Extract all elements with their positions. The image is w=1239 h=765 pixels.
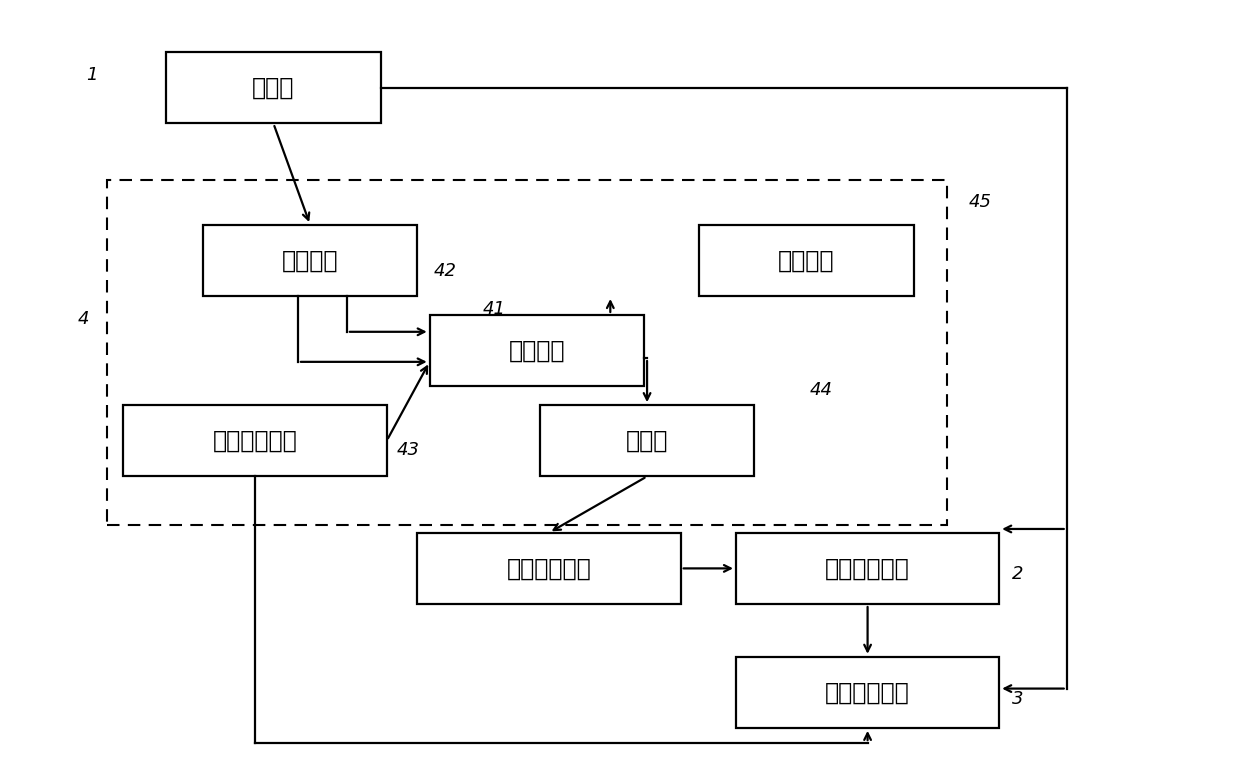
Text: 3: 3 bbox=[1011, 691, 1023, 708]
Text: 44: 44 bbox=[809, 381, 833, 399]
Text: 42: 42 bbox=[434, 262, 456, 280]
Bar bbox=[124, 405, 387, 477]
Text: 4: 4 bbox=[78, 310, 89, 327]
Text: 微控制器: 微控制器 bbox=[508, 339, 565, 363]
Bar bbox=[166, 52, 380, 123]
Bar bbox=[203, 225, 418, 296]
Text: 总电源: 总电源 bbox=[253, 76, 295, 99]
Text: 41: 41 bbox=[482, 300, 506, 318]
Text: 1: 1 bbox=[87, 66, 98, 83]
Bar bbox=[736, 532, 1000, 604]
Bar bbox=[699, 225, 913, 296]
Bar bbox=[108, 180, 947, 526]
Text: 43: 43 bbox=[396, 441, 420, 459]
Text: 直流驱动电机: 直流驱动电机 bbox=[825, 680, 909, 705]
Text: 降压模块: 降压模块 bbox=[282, 249, 338, 272]
Text: 交直流控制器: 交直流控制器 bbox=[825, 556, 909, 581]
Bar bbox=[418, 532, 680, 604]
Text: 2: 2 bbox=[1011, 565, 1023, 583]
Text: 继电器: 继电器 bbox=[626, 428, 668, 453]
Text: 45: 45 bbox=[969, 194, 991, 211]
Bar bbox=[430, 315, 644, 386]
Bar bbox=[540, 405, 755, 477]
Text: 电流采集模块: 电流采集模块 bbox=[213, 428, 297, 453]
Text: 限位开关回路: 限位开关回路 bbox=[507, 556, 591, 581]
Bar bbox=[736, 656, 1000, 728]
Text: 警示装置: 警示装置 bbox=[778, 249, 835, 272]
